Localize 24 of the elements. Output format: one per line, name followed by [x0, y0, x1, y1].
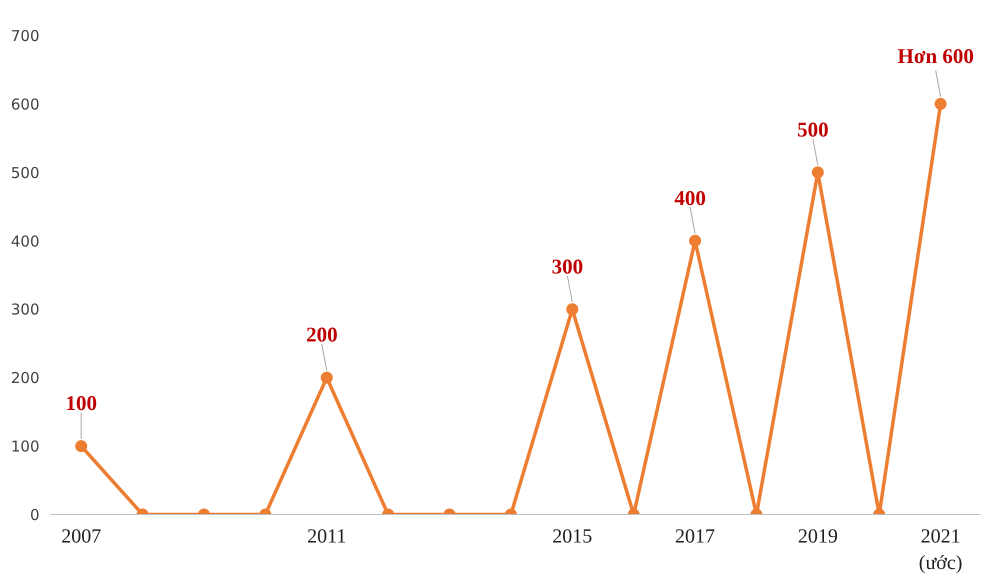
y-tick-label: 300 — [10, 300, 40, 319]
y-tick-label: 0 — [30, 506, 40, 524]
point — [566, 303, 578, 316]
data-label: 200 — [306, 322, 338, 347]
data-label: 300 — [552, 254, 584, 278]
data-label: 500 — [797, 117, 829, 142]
data-label: 400 — [674, 186, 706, 210]
data-label: 100 — [65, 391, 97, 416]
y-tick-label: 600 — [10, 95, 40, 114]
data-label: Hơn 600 — [897, 44, 974, 68]
x-tick-label: 2007 — [61, 526, 102, 548]
x-tick-label: 2019 — [798, 526, 838, 548]
point — [812, 166, 824, 178]
x-tick-label: 2015 — [552, 526, 592, 548]
x-tick-label: 2021 (ước) — [918, 526, 962, 574]
point — [689, 234, 702, 247]
x-tick-label: 2011 — [307, 526, 346, 548]
point — [934, 98, 947, 110]
x-tick-label: 2017 — [675, 526, 716, 548]
y-tick-label: 500 — [10, 164, 40, 182]
y-tick-label: 200 — [10, 369, 40, 388]
y-tick-label: 100 — [10, 438, 40, 456]
y-tick-label: 700 — [10, 27, 40, 45]
y-tick-label: 400 — [10, 232, 40, 250]
